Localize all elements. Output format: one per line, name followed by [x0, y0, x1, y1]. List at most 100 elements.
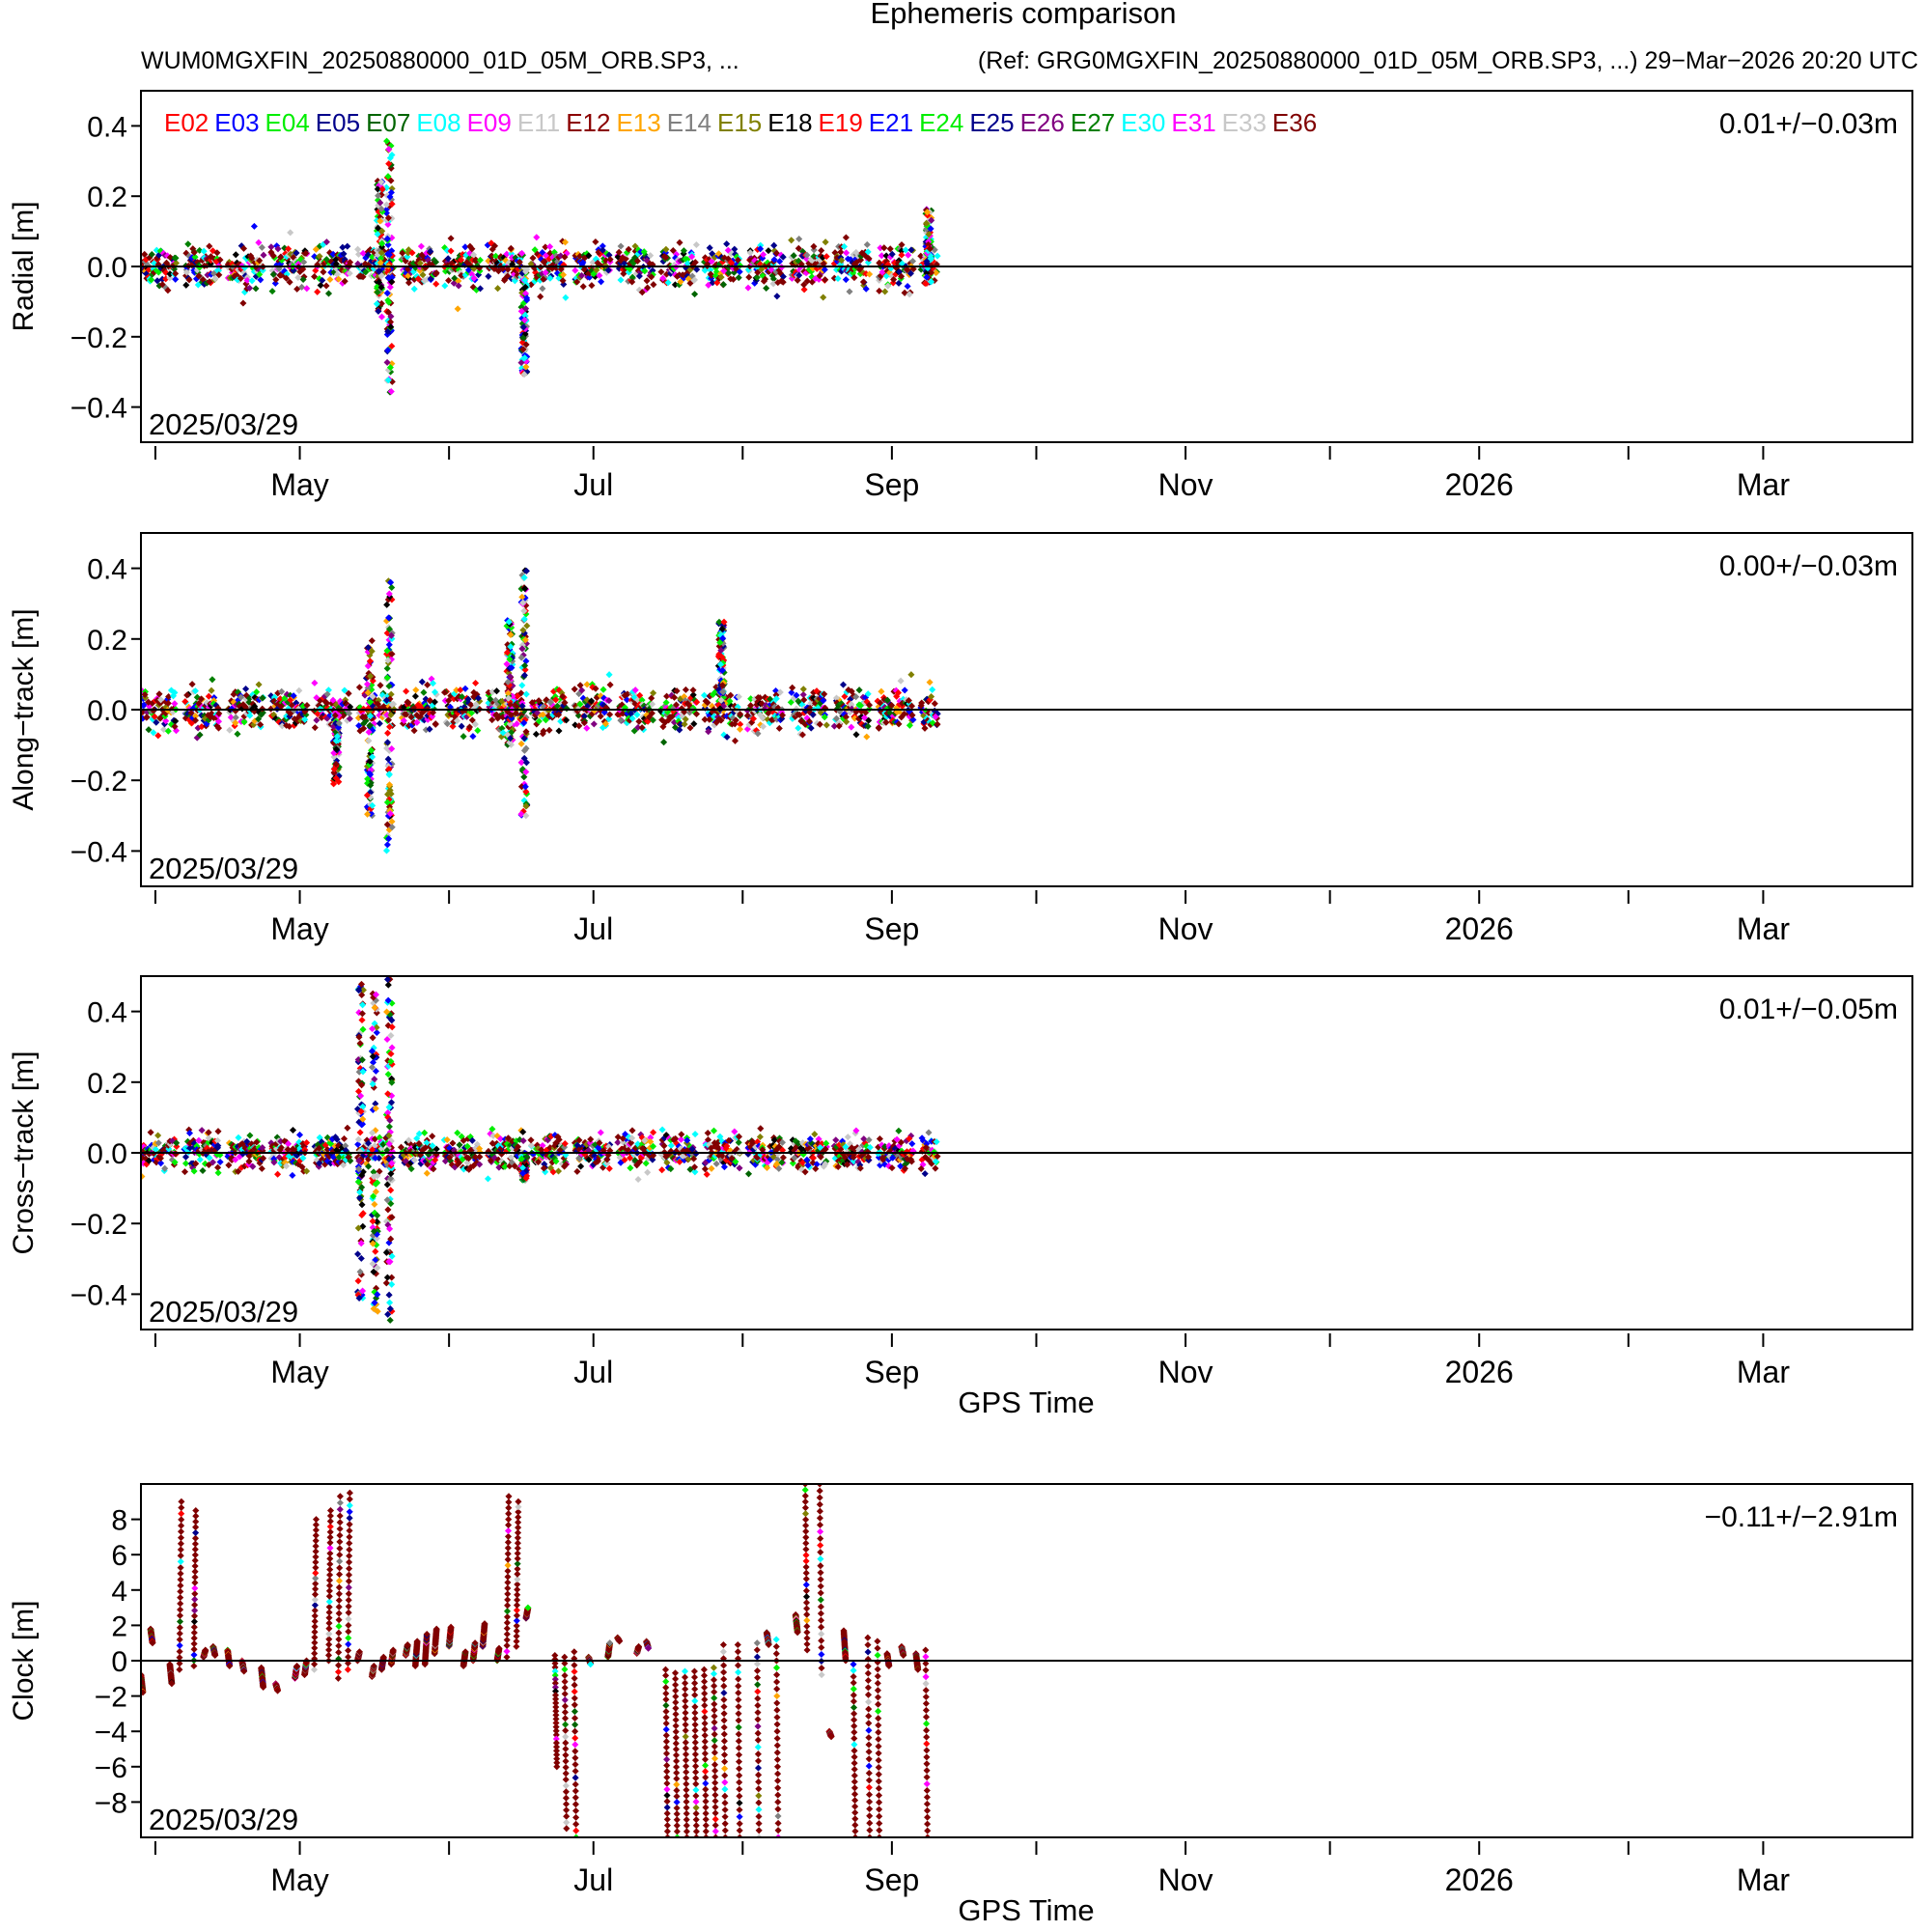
data-point: [369, 801, 376, 809]
data-point: [678, 1131, 685, 1138]
data-point: [860, 714, 869, 721]
data-point: [469, 733, 477, 741]
data-point: [209, 676, 216, 684]
data-point: [341, 686, 349, 694]
data-point: [332, 774, 340, 782]
data-point: [689, 686, 697, 694]
data-point: [472, 679, 480, 687]
data-point: [388, 824, 396, 831]
data-point: [832, 714, 841, 722]
data-point: [172, 269, 180, 277]
data-point: [206, 278, 213, 286]
data-point: [376, 682, 384, 689]
data-point: [298, 283, 306, 291]
data-point: [246, 284, 254, 292]
data-point: [673, 687, 681, 695]
data-point: [712, 1160, 720, 1167]
data-point: [182, 268, 190, 276]
data-point: [386, 810, 394, 818]
data-point: [443, 720, 451, 728]
data-point: [562, 294, 570, 301]
data-point: [649, 716, 656, 724]
data-point: [387, 578, 395, 586]
data-point: [429, 709, 437, 716]
data-point: [365, 737, 373, 744]
data-point: [363, 792, 371, 799]
data-point: [333, 270, 341, 278]
data-point: [688, 253, 696, 261]
data-point: [376, 719, 383, 727]
data-point: [596, 271, 603, 279]
data-point: [908, 257, 917, 266]
data-point: [278, 687, 286, 695]
data-point: [492, 687, 501, 695]
data-point: [681, 720, 688, 728]
data-point: [360, 724, 368, 733]
data-point: [366, 722, 374, 730]
data-point: [818, 246, 825, 255]
data-point: [335, 719, 343, 727]
data-point: [905, 251, 912, 259]
data-point: [522, 567, 530, 574]
data-point: [332, 737, 340, 744]
data-point: [383, 601, 391, 608]
data-point: [842, 714, 850, 721]
y-tick-label: 0.0: [87, 695, 127, 727]
data-point: [691, 291, 699, 298]
legend-entry-e26: E26: [1020, 108, 1065, 137]
data-point: [198, 723, 206, 731]
data-point: [476, 285, 485, 293]
data-point: [745, 273, 753, 281]
data-point: [521, 636, 529, 644]
data-point: [852, 693, 860, 701]
data-point: [772, 695, 780, 703]
data-point: [918, 699, 926, 707]
data-point: [326, 275, 334, 284]
data-point: [719, 634, 727, 642]
data-point: [257, 720, 265, 729]
data-point: [517, 759, 525, 767]
data-point: [432, 720, 439, 728]
data-point: [215, 710, 223, 717]
data-point: [809, 711, 817, 718]
data-point: [387, 323, 395, 331]
data-point: [400, 716, 407, 724]
y-axis-label: Radial [m]: [8, 201, 40, 331]
data-point: [429, 1133, 436, 1140]
data-point: [690, 720, 698, 728]
data-point: [906, 269, 914, 277]
data-point: [599, 242, 606, 250]
data-point: [521, 283, 529, 291]
data-point: [648, 694, 655, 702]
data-point: [283, 270, 291, 278]
data-point: [374, 289, 381, 296]
data-point: [577, 271, 586, 279]
data-point: [164, 727, 172, 735]
data-point: [638, 289, 646, 296]
data-point: [419, 271, 427, 279]
data-point: [563, 716, 571, 724]
data-point: [634, 723, 642, 732]
data-point: [383, 358, 391, 366]
data-point: [747, 702, 755, 710]
data-point: [736, 725, 744, 733]
data-point: [240, 718, 248, 726]
legend-entry-e13: E13: [616, 108, 660, 137]
data-point: [776, 688, 784, 696]
data-point: [811, 1131, 819, 1138]
data-point: [832, 1136, 840, 1144]
data-point: [718, 625, 726, 632]
y-tick-label: −0.2: [70, 322, 127, 354]
data-point: [907, 702, 916, 710]
data-point: [638, 696, 646, 704]
data-point: [464, 695, 472, 703]
data-point: [800, 281, 808, 289]
data-point: [820, 697, 827, 705]
data-point: [432, 258, 440, 266]
data-point: [172, 259, 181, 267]
data-point: [385, 590, 393, 598]
data-point: [631, 686, 639, 694]
data-point: [384, 729, 392, 737]
data-point: [522, 788, 530, 796]
data-point: [383, 739, 392, 746]
